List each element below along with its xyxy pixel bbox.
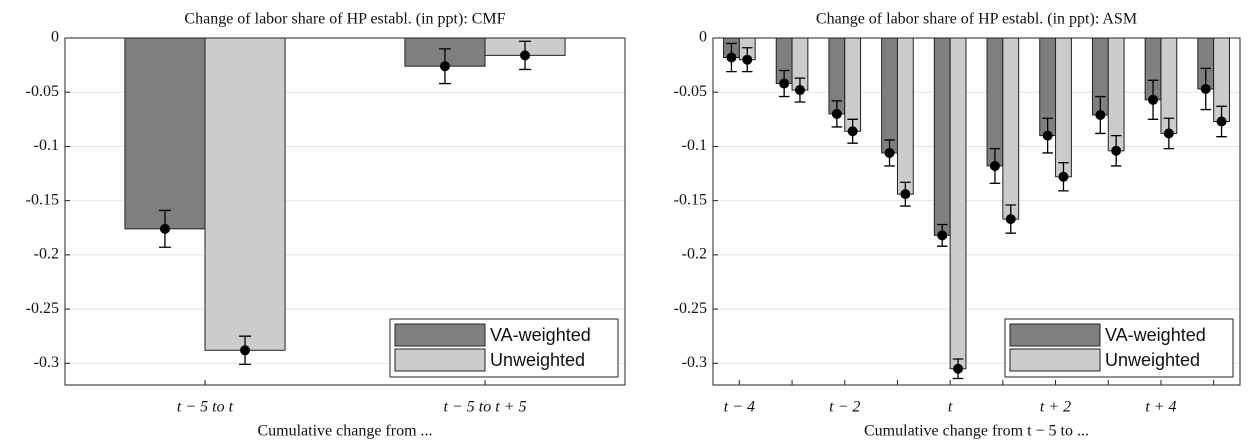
x-axis-label: Cumulative change from t − 5 to ... — [864, 423, 1089, 440]
x-tick-label: t − 5 to t — [177, 399, 234, 416]
point — [779, 78, 790, 89]
y-tick-label: -0.25 — [674, 300, 707, 317]
bar — [124, 37, 206, 230]
point — [884, 147, 895, 158]
x-tick-label: t − 4 — [724, 399, 755, 416]
axes-box — [64, 37, 626, 386]
bar — [1055, 37, 1072, 178]
y-tick-label: -0.25 — [26, 300, 59, 317]
point — [1111, 145, 1122, 156]
point — [1058, 171, 1069, 182]
legend-swatch — [394, 323, 486, 347]
x-tick-label: t + 2 — [1040, 399, 1071, 416]
point — [1005, 214, 1016, 225]
point — [900, 189, 911, 200]
legend-label: Unweighted — [1105, 350, 1200, 370]
x-tick-label: t − 5 to t + 5 — [444, 399, 527, 416]
point — [1042, 130, 1053, 141]
point — [831, 108, 842, 119]
x-tick-label: t + 4 — [1145, 399, 1176, 416]
point — [1095, 109, 1106, 120]
legend-label: VA-weighted — [490, 325, 591, 345]
point — [847, 126, 858, 137]
point — [439, 61, 450, 72]
bar — [1107, 37, 1125, 152]
bar — [986, 37, 1004, 167]
y-tick-label: -0.05 — [26, 83, 59, 100]
x-axis-label: Cumulative change from ... — [257, 423, 432, 440]
bar — [204, 37, 286, 351]
y-tick-label: -0.3 — [34, 354, 59, 371]
legend-swatch — [394, 348, 486, 372]
x-tick-label: t − 2 — [829, 399, 860, 416]
bar — [1002, 37, 1020, 220]
bar — [949, 37, 967, 370]
y-tick-label: -0.1 — [682, 137, 707, 154]
point — [953, 363, 964, 374]
legend-swatch — [1009, 348, 1101, 372]
legend-label: VA-weighted — [1105, 325, 1206, 345]
bar — [896, 37, 914, 195]
point — [1163, 128, 1174, 139]
bar — [844, 37, 862, 132]
y-tick-label: -0.2 — [34, 246, 59, 263]
chart-title: Change of labor share of HP establ. (in … — [816, 11, 1137, 28]
axes-box — [712, 37, 1241, 386]
x-tick-label: t — [948, 399, 953, 416]
point — [1148, 94, 1159, 105]
y-tick-label: -0.1 — [34, 137, 59, 154]
legend-swatch — [1009, 323, 1101, 347]
chart-title: Change of labor share of HP establ. (in … — [184, 11, 505, 28]
point — [989, 160, 1000, 171]
point — [742, 54, 753, 65]
bar — [881, 37, 898, 154]
point — [726, 52, 737, 63]
y-tick-label: -0.15 — [674, 191, 707, 208]
y-tick-label: -0.2 — [682, 246, 707, 263]
bar — [933, 37, 951, 236]
point — [794, 85, 805, 96]
point — [520, 50, 531, 61]
point — [240, 345, 251, 356]
y-tick-label: 0 — [699, 29, 707, 46]
legend-label: Unweighted — [490, 350, 585, 370]
y-tick-label: -0.3 — [682, 354, 707, 371]
point — [159, 223, 170, 234]
point — [1200, 83, 1211, 94]
y-tick-label: 0 — [51, 29, 59, 46]
y-tick-label: -0.05 — [674, 83, 707, 100]
point — [937, 230, 948, 241]
point — [1216, 116, 1227, 127]
y-tick-label: -0.15 — [26, 191, 59, 208]
